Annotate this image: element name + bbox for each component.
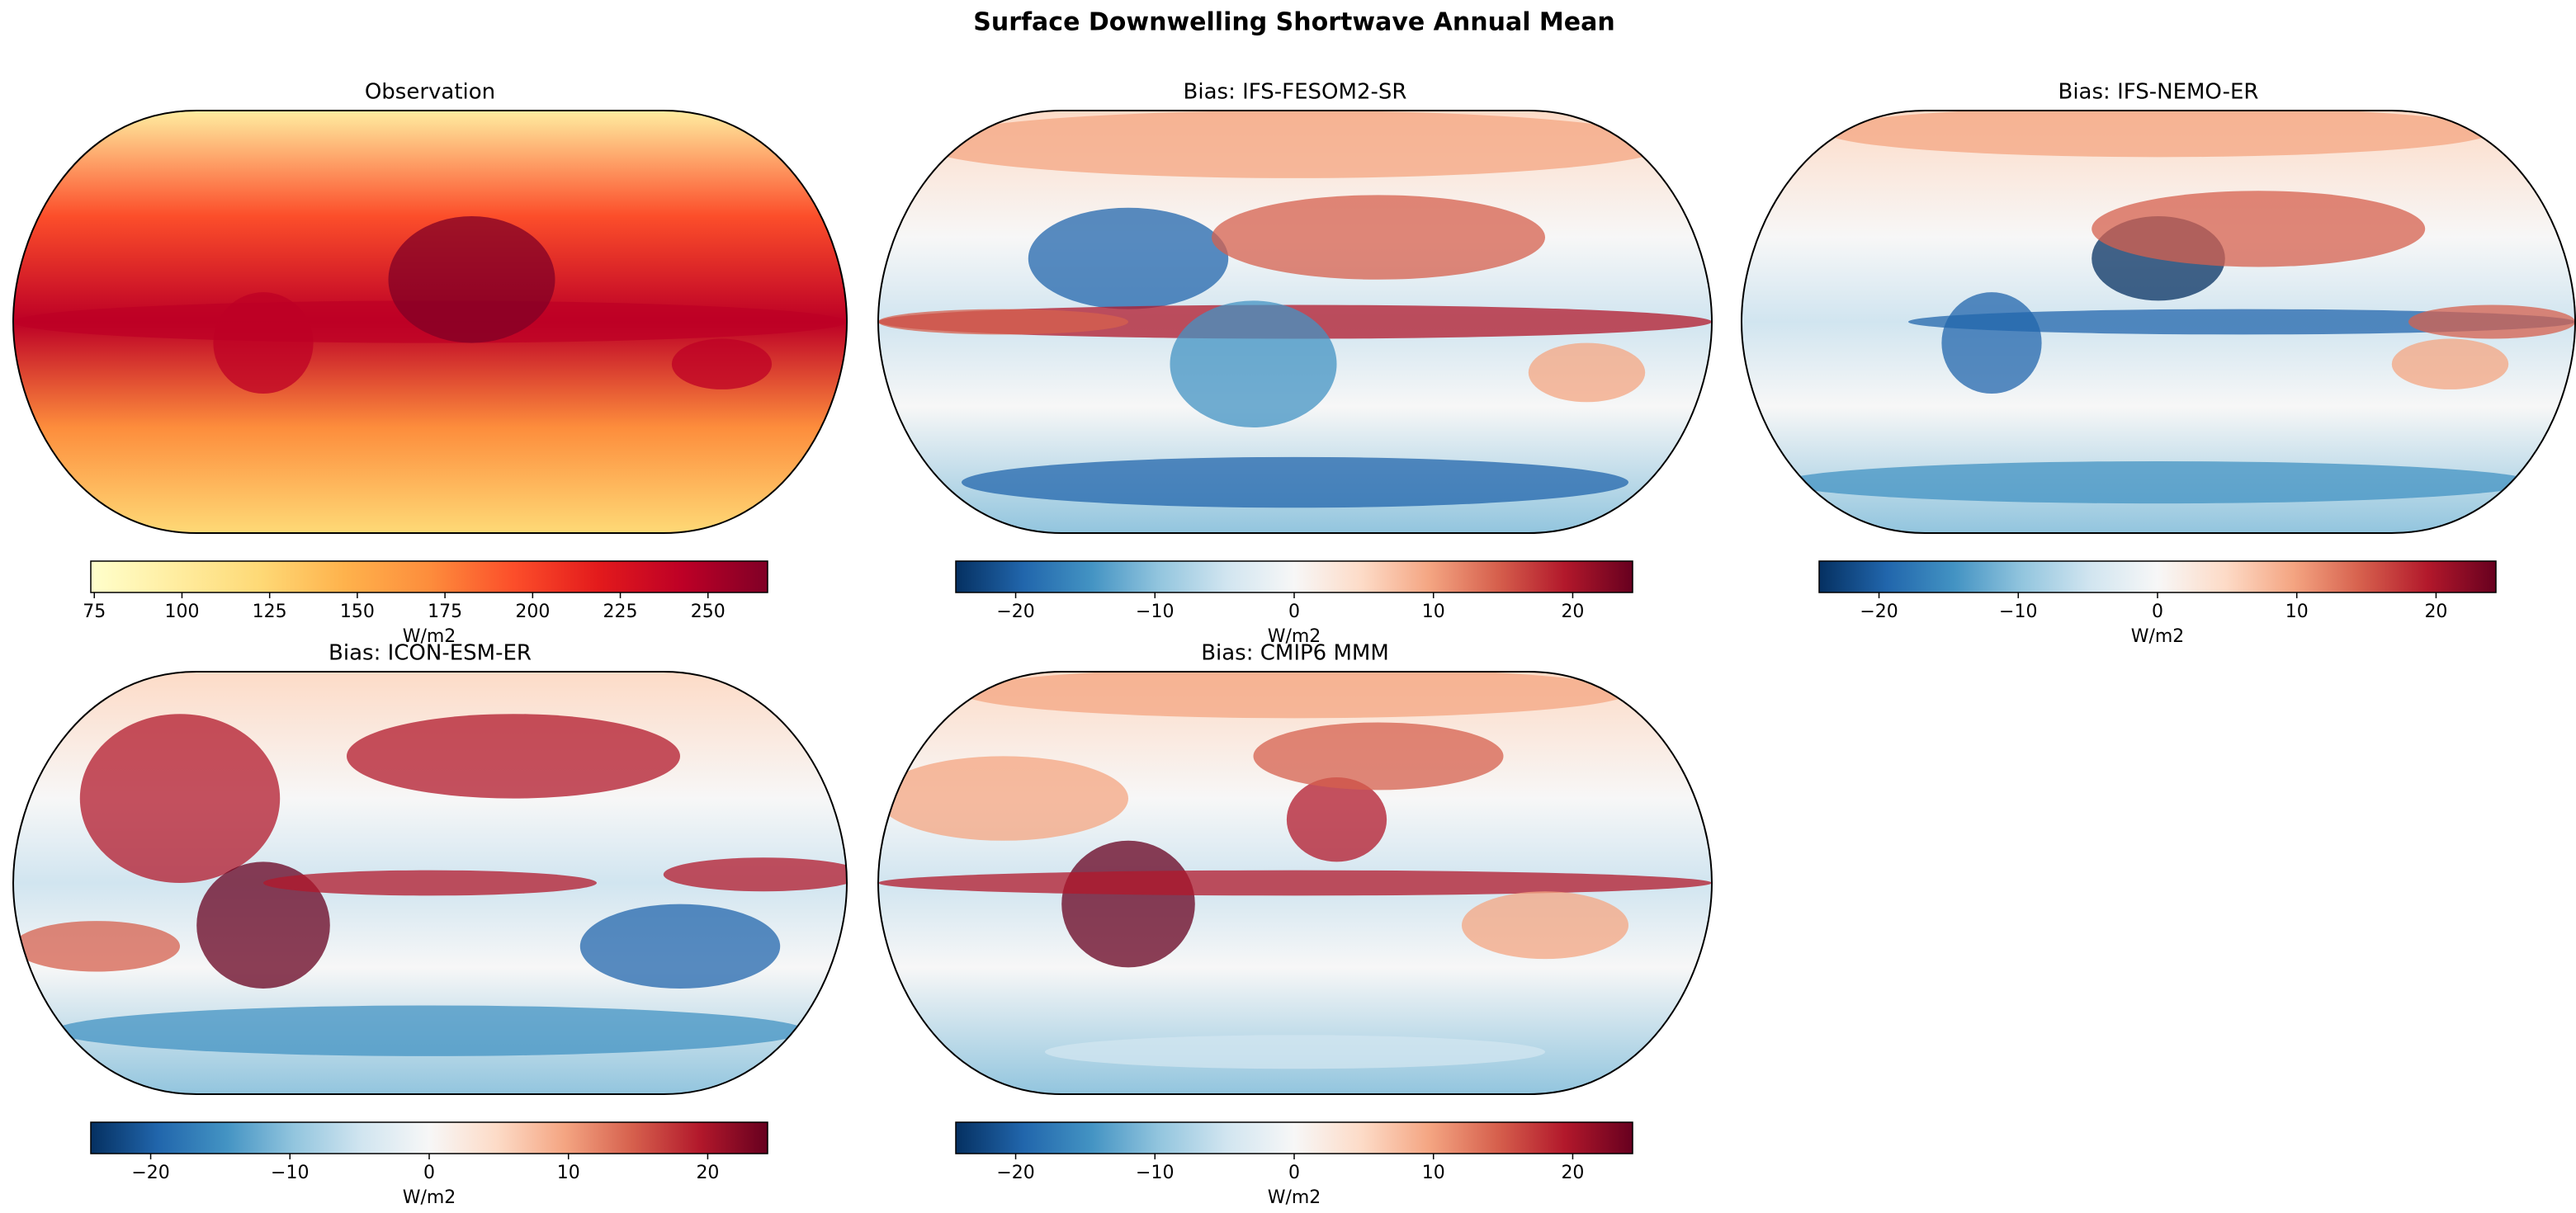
colorbar-label: W/m2 [403,1187,456,1208]
colorbar-tick-label: 100 [164,602,199,622]
colorbar-tick-label: −20 [1860,602,1898,622]
colorbar-tick-label: −10 [1999,602,2037,622]
colorbar-tick-label: 175 [428,602,462,622]
colorbar-tick-label: 10 [557,1163,580,1183]
colorbar [955,1121,1633,1154]
colorbar-tick-label: 150 [340,602,375,622]
map [1742,111,2575,533]
colorbar-tick-label: 75 [83,602,106,622]
colorbar-tick-label: 0 [423,1163,435,1183]
colorbar-tick-label: 10 [1422,1163,1445,1183]
colorbar-tick-label: 20 [2424,602,2447,622]
colorbar-label: W/m2 [403,626,456,647]
colorbar-tick-label: −10 [1136,602,1174,622]
colorbar [90,1121,768,1154]
colorbar-tick-label: −10 [1136,1163,1174,1183]
map-outline [12,110,848,534]
colorbar-tick-label: 200 [515,602,550,622]
colorbar-tick-label: −20 [996,602,1034,622]
map [13,111,847,533]
colorbar [1818,560,2497,593]
panel-title: Bias: CMIP6 MMM [1201,641,1389,666]
map-outline [877,110,1713,534]
figure-title: Surface Downwelling Shortwave Annual Mea… [973,8,1614,37]
colorbar-tick-label: 10 [2285,602,2309,622]
colorbar-tick-label: 225 [603,602,638,622]
colorbar-tick-label: 0 [1288,602,1300,622]
colorbar-tick-label: 20 [1561,602,1584,622]
colorbar-tick-label: 20 [1561,1163,1584,1183]
map-outline [12,671,848,1095]
colorbar-label: W/m2 [1268,1187,1321,1208]
colorbar-tick-label: −20 [996,1163,1034,1183]
colorbar-label: W/m2 [1268,626,1321,647]
map [878,672,1712,1094]
colorbar [90,560,768,593]
map [878,111,1712,533]
panel-title: Bias: IFS-NEMO-ER [2058,80,2259,105]
map-outline [877,671,1713,1095]
colorbar-tick-label: 20 [696,1163,719,1183]
colorbar-tick-label: 0 [1288,1163,1300,1183]
colorbar-tick-label: −20 [131,1163,169,1183]
panel-title: Bias: IFS-FESOM2-SR [1184,80,1407,105]
panel-title: Observation [365,80,495,105]
colorbar-tick-label: 0 [2152,602,2163,622]
map-outline [1740,110,2576,534]
colorbar [955,560,1633,593]
colorbar-tick-label: −10 [271,1163,309,1183]
map [13,672,847,1094]
colorbar-tick-label: 250 [691,602,726,622]
colorbar-label: W/m2 [2131,626,2185,647]
colorbar-tick-label: 10 [1422,602,1445,622]
panel-title: Bias: ICON-ESM-ER [328,641,532,666]
colorbar-tick-label: 125 [253,602,287,622]
